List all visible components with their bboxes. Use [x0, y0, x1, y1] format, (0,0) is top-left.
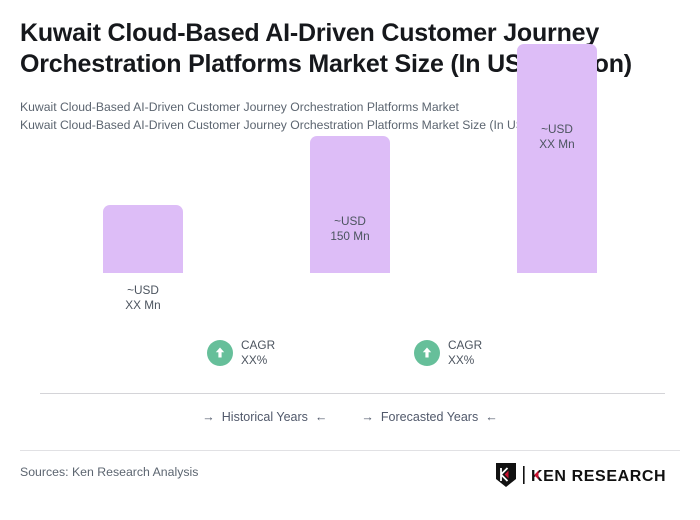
ken-research-shield-icon [496, 463, 516, 487]
legend-item-forecasted-years[interactable]: → Forecasted Years ← [361, 410, 497, 424]
cagr-badge-text: CAGR XX% [448, 338, 482, 367]
bar-value-label-line2: XX Mn [539, 136, 575, 151]
subtitle-line-2: Kuwait Cloud-Based AI-Driven Customer Jo… [20, 118, 575, 132]
ken-research-logo: KEN RESEARCH [495, 462, 675, 488]
svg-text:KEN RESEARCH: KEN RESEARCH [531, 468, 666, 485]
arrow-right-icon: → [361, 409, 374, 424]
arrow-left-icon: ← [314, 409, 328, 424]
bar-historical-year[interactable] [103, 205, 183, 273]
legend-item-label: Historical Years [221, 410, 308, 424]
bar-value-label-forecasted-year: ~USD XX Mn [517, 122, 597, 151]
bar-value-label-line2: XX Mn [125, 297, 161, 312]
arrow-right-icon: → [202, 409, 215, 424]
bar-chart-plot-area: ~USD XX Mn ~USD 150 Mn ~USD XX Mn CAGR X… [40, 44, 665, 394]
subtitle-line-1: Kuwait Cloud-Based AI-Driven Customer Jo… [20, 100, 459, 114]
cagr-label: CAGR [241, 338, 276, 352]
x-axis-baseline [40, 393, 665, 394]
bar-value-label-line1: ~USD [541, 122, 573, 136]
bar-value-label-line1: ~USD [334, 214, 366, 228]
legend-item-label: Forecasted Years [380, 410, 479, 424]
bar-value-label-line1: ~USD [127, 283, 159, 297]
cagr-label: CAGR [448, 338, 483, 352]
legend-item-historical-years[interactable]: → Historical Years ← [202, 410, 327, 424]
subtitle-block: Kuwait Cloud-Based AI-Driven Customer Jo… [20, 98, 680, 134]
bar-value-label-historical-year: ~USD XX Mn [103, 283, 183, 312]
cagr-value: XX% [448, 352, 475, 367]
arrow-up-icon [414, 339, 440, 366]
ken-research-wordmark: KEN RESEARCH [523, 466, 666, 485]
arrow-up-icon [207, 339, 233, 366]
arrow-left-icon: ← [485, 409, 498, 424]
chart-legend: → Historical Years ← → Forecasted Years … [0, 410, 700, 424]
cagr-badge-text: CAGR XX% [241, 338, 275, 367]
sources-text: Sources: Ken Research Analysis [20, 465, 199, 479]
bar-base-year[interactable] [310, 136, 390, 273]
cagr-value: XX% [241, 352, 268, 367]
footer-divider [20, 450, 680, 451]
cagr-badge-historical-to-base: CAGR XX% [207, 338, 275, 367]
bar-forecasted-year[interactable] [517, 44, 597, 273]
bar-value-label-line2: 150 Mn [330, 228, 370, 243]
cagr-badge-base-to-forecast: CAGR XX% [414, 338, 482, 367]
bar-value-label-base-year: ~USD 150 Mn [310, 214, 390, 243]
